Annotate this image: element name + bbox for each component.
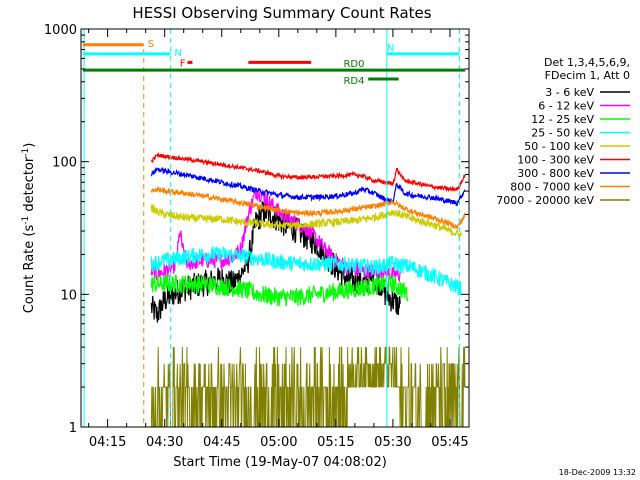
series-1 [150, 187, 401, 283]
y-axis-label: Count Rate (s-1 detector-1) [21, 143, 37, 314]
series-line-7 [150, 185, 466, 229]
y-tick-label-1: 10 [60, 288, 77, 303]
legend-label-4: 50 - 100 keV [524, 140, 594, 153]
obs-label-5: RD0 [343, 59, 364, 70]
legend-label-5: 100 - 300 keV [517, 154, 594, 167]
x-tick-label-1: 04:30 [146, 435, 183, 450]
legend-header-line1: Det 1,3,4,5,6,9, [544, 56, 630, 69]
legend-label-3: 25 - 50 keV [531, 127, 594, 140]
y-axis-label-close: ) [22, 143, 37, 148]
series-line-1 [150, 187, 401, 283]
legend-label-6: 300 - 800 keV [517, 167, 594, 180]
x-tick-label-5: 05:30 [374, 435, 411, 450]
y-tick-label-3: 1000 [44, 23, 77, 38]
obs-label-1: N [174, 48, 181, 59]
legend-label-0: 3 - 6 keV [545, 86, 594, 99]
y-axis: 1 10 100 1000 [44, 23, 469, 436]
x-tick-label-0: 04:15 [89, 435, 126, 450]
y-axis-label-main: Count Rate (s [22, 225, 37, 314]
series-layer [150, 152, 466, 428]
series-2 [150, 274, 409, 307]
series-line-3 [150, 246, 462, 296]
legend-label-8: 7000 - 20000 keV [496, 194, 594, 207]
y-axis-label-sup2: -1 [21, 148, 31, 157]
series-line-8 [150, 346, 466, 428]
x-axis-label: Start Time (19-May-07 04:08:02) [173, 455, 387, 470]
plot-frame [80, 28, 470, 428]
chart-title: HESSI Observing Summary Count Rates [132, 4, 431, 22]
x-tick-label-4: 05:15 [317, 435, 354, 450]
x-tick-label-6: 05:45 [431, 435, 468, 450]
legend: Det 1,3,4,5,6,9, FDecim 1, Att 0 3 - 6 k… [496, 56, 630, 207]
y-tick-label-2: 100 [52, 156, 77, 171]
series-4 [150, 204, 462, 239]
series-line-2 [150, 274, 409, 307]
footer-timestamp: 18-Dec-2009 13:32 [559, 468, 636, 477]
legend-label-2: 12 - 25 keV [531, 113, 594, 126]
legend-header-line2: FDecim 1, Att 0 [545, 69, 630, 82]
y-axis-label-sup: -1 [21, 216, 31, 225]
x-axis: 04:15 04:30 04:45 05:00 05:15 05:30 05:45 [88, 29, 470, 450]
series-0 [150, 201, 401, 323]
obs-label-0: S [148, 39, 154, 50]
y-tick-label-0: 1 [69, 421, 77, 436]
series-line-6 [150, 167, 466, 207]
legend-label-1: 6 - 12 keV [538, 100, 594, 113]
obs-label-2: N [387, 43, 394, 54]
x-tick-label-2: 04:45 [203, 435, 240, 450]
obs-label-6: RD4 [343, 76, 364, 87]
series-5 [150, 152, 466, 193]
series-line-0 [150, 201, 401, 323]
series-line-5 [150, 152, 466, 193]
series-3 [150, 246, 462, 296]
series-line-4 [150, 204, 462, 239]
y-axis-label-tail: detector [22, 156, 37, 216]
obs-label-3: F [180, 58, 186, 69]
legend-label-7: 800 - 7000 keV [510, 181, 594, 194]
series-6 [150, 167, 466, 207]
x-tick-label-3: 05:00 [260, 435, 297, 450]
series-7 [150, 185, 466, 229]
series-8 [150, 346, 466, 428]
